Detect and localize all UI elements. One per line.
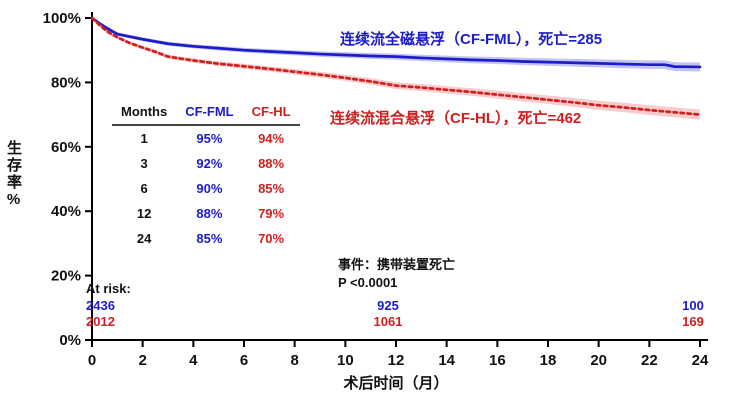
survival-table-header-row: Months CF-FML CF-HL (112, 100, 300, 126)
x-tick-label: 22 (641, 352, 658, 369)
table-cell: 6 (140, 181, 148, 196)
table-cell: 85% (258, 181, 285, 196)
table-cell: 12 (136, 206, 152, 221)
at-risk-count: 925 (377, 298, 399, 313)
x-tick-label: 4 (189, 352, 198, 369)
at-risk-row-cf-fml: 2436 925 100 (0, 298, 730, 314)
at-risk-count: 1061 (373, 314, 403, 329)
table-cell: 88% (196, 206, 223, 221)
at-risk-count: 2436 (86, 298, 115, 313)
at-risk-count: 2012 (86, 314, 115, 329)
y-tick-label: 0% (59, 332, 81, 349)
y-axis-title: 生存率% (5, 140, 22, 210)
table-row: 24 85% 70% (112, 226, 300, 251)
x-tick-label: 0 (88, 352, 96, 369)
table-header-months: Months (112, 100, 177, 126)
x-tick-label: 2 (138, 352, 146, 369)
at-risk-count: 169 (682, 314, 704, 329)
y-tick-label: 100% (43, 10, 81, 27)
table-cell: 70% (258, 231, 285, 246)
table-cell: 94% (258, 131, 285, 146)
table-cell: 95% (196, 131, 223, 146)
x-tick-label: 18 (540, 352, 557, 369)
x-tick-label: 10 (337, 352, 354, 369)
at-risk-label: At risk: (86, 281, 131, 296)
survival-table: Months CF-FML CF-HL 1 95% 94% 3 92% 88% 6 90% 85… (112, 100, 300, 251)
event-label: 事件：携带装置死亡 (338, 257, 456, 272)
x-tick-label: 24 (692, 352, 709, 369)
y-tick-label: 40% (51, 203, 81, 220)
table-row: 12 88% 79% (112, 201, 300, 226)
table-row: 3 92% 88% (112, 151, 300, 176)
table-row: 1 95% 94% (112, 125, 300, 151)
x-tick-label: 16 (489, 352, 506, 369)
x-tick-label: 14 (438, 352, 455, 369)
at-risk-row-cf-hl: 2012 1061 169 (0, 314, 730, 330)
table-cell: 88% (258, 156, 285, 171)
table-header-cf-fml: CF-FML (176, 100, 243, 126)
table-row: 6 90% 85% (112, 176, 300, 201)
table-cell: 79% (258, 206, 285, 221)
event-annotation: 事件：携带装置死亡 P <0.0001 (338, 256, 455, 292)
survival-curve-cf-fml (90, 16, 702, 69)
table-cell: 1 (140, 131, 148, 146)
survival-curve-cf-hl (90, 16, 702, 116)
y-tick-label: 80% (51, 74, 81, 91)
x-tick-label: 20 (590, 352, 607, 369)
table-cell: 24 (136, 231, 152, 246)
x-tick-label: 6 (240, 352, 248, 369)
table-cell: 85% (196, 231, 223, 246)
y-tick-label: 20% (51, 268, 81, 285)
table-cell: 90% (196, 181, 223, 196)
p-value: P <0.0001 (338, 275, 398, 290)
table-header-cf-hl: CF-HL (242, 100, 300, 126)
table-cell: 3 (140, 156, 148, 171)
confidence-band-cf-fml (92, 18, 700, 72)
x-axis-title: 术后时间（月） (343, 375, 449, 392)
series-label-cf-hl: 连续流混合悬浮（CF-HL），死亡=462 (330, 110, 582, 127)
table-cell: 92% (196, 156, 223, 171)
at-risk-count: 100 (682, 298, 704, 313)
x-tick-label: 8 (290, 352, 298, 369)
y-tick-label: 60% (51, 139, 81, 156)
series-label-cf-fml: 连续流全磁悬浮（CF-FML），死亡=285 (340, 31, 603, 48)
x-tick-label: 12 (388, 352, 405, 369)
